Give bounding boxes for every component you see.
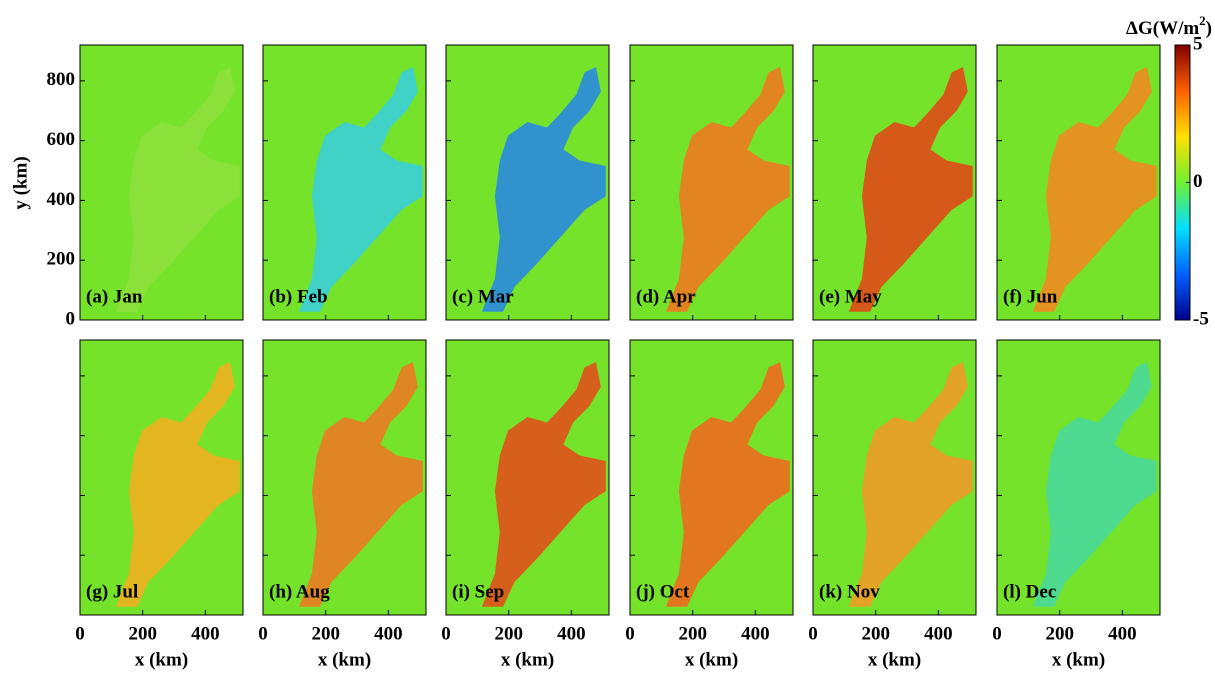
x-tick-label: 400 — [374, 623, 403, 644]
colorbar-label-part: ) — [1206, 18, 1212, 39]
x-tick-label: 400 — [557, 623, 586, 644]
x-axis-label: x (km) — [318, 649, 371, 670]
y-tick-label: 400 — [47, 189, 76, 210]
x-tick-label: 0 — [625, 623, 635, 644]
x-tick-label: 400 — [1108, 623, 1137, 644]
panel-label: (k) Nov — [819, 581, 880, 602]
x-tick-label: 0 — [992, 623, 1002, 644]
y-tick-label: 0 — [66, 308, 76, 329]
panel-frame — [79, 339, 244, 616]
panel-frame — [629, 339, 794, 616]
x-axis-label: x (km) — [1052, 649, 1105, 670]
x-tick-label: 0 — [808, 623, 818, 644]
colorbar-tick-label: 5 — [1193, 33, 1203, 54]
panel-frame — [629, 44, 794, 321]
x-axis-label: x (km) — [135, 649, 188, 670]
panel-frame — [812, 44, 977, 321]
x-tick-label: 400 — [191, 623, 220, 644]
lake-anomaly — [298, 67, 423, 312]
lake-anomaly — [1032, 362, 1157, 607]
lake-anomaly — [1032, 67, 1157, 312]
x-tick-label: 400 — [924, 623, 953, 644]
lake-anomaly — [481, 67, 606, 312]
colorbar-tick-label: 0 — [1193, 171, 1203, 192]
lake-anomaly — [115, 67, 240, 312]
x-tick-label: 200 — [1045, 623, 1074, 644]
lake-anomaly — [481, 362, 606, 607]
colorbar-label-part: 2 — [1199, 13, 1206, 28]
x-tick-label: 200 — [861, 623, 890, 644]
y-axis-label: y (km) — [10, 156, 31, 209]
lake-anomaly — [115, 362, 240, 607]
panel-label: (f) Jun — [1003, 286, 1058, 307]
x-axis-label: x (km) — [501, 649, 554, 670]
x-tick-label: 0 — [75, 623, 85, 644]
panel-frame — [996, 44, 1161, 321]
x-tick-label: 0 — [441, 623, 451, 644]
panel-frame — [812, 339, 977, 616]
colorbar-label-part: ΔG(W/m — [1126, 18, 1199, 39]
panel-label: (c) Mar — [452, 286, 514, 307]
x-tick-label: 200 — [494, 623, 523, 644]
panel-label: (l) Dec — [1003, 581, 1056, 602]
panel-label: (b) Feb — [269, 286, 328, 307]
panel-label: (j) Oct — [636, 581, 690, 602]
colorbar-tick-label: -5 — [1193, 308, 1209, 329]
lake-anomaly — [848, 67, 973, 312]
panel-label: (d) Apr — [636, 286, 696, 307]
lake-anomaly — [848, 362, 973, 607]
panel-frame — [79, 44, 244, 321]
x-tick-label: 0 — [258, 623, 268, 644]
x-axis-label: x (km) — [685, 649, 738, 670]
panel-label: (h) Aug — [269, 581, 330, 602]
lake-anomaly — [298, 362, 423, 607]
x-tick-label: 200 — [311, 623, 340, 644]
x-tick-label: 200 — [678, 623, 707, 644]
panel-label: (i) Sep — [452, 581, 504, 602]
y-tick-label: 800 — [47, 69, 76, 90]
panel-label: (e) May — [819, 286, 882, 307]
panel-frame — [445, 339, 610, 616]
x-tick-label: 400 — [741, 623, 770, 644]
colorbar-label: ΔG(W/m2) — [1126, 13, 1212, 39]
panel-frame — [996, 339, 1161, 616]
panel-label: (a) Jan — [86, 286, 143, 307]
x-axis-label: x (km) — [868, 649, 921, 670]
lake-anomaly — [665, 67, 790, 312]
panel-frame — [445, 44, 610, 321]
panel-label: (g) Jul — [86, 581, 138, 602]
panel-frame — [262, 339, 427, 616]
x-tick-label: 200 — [128, 623, 157, 644]
lake-anomaly — [665, 362, 790, 607]
y-tick-label: 200 — [47, 249, 76, 270]
y-tick-label: 600 — [47, 129, 76, 150]
panel-frame — [262, 44, 427, 321]
